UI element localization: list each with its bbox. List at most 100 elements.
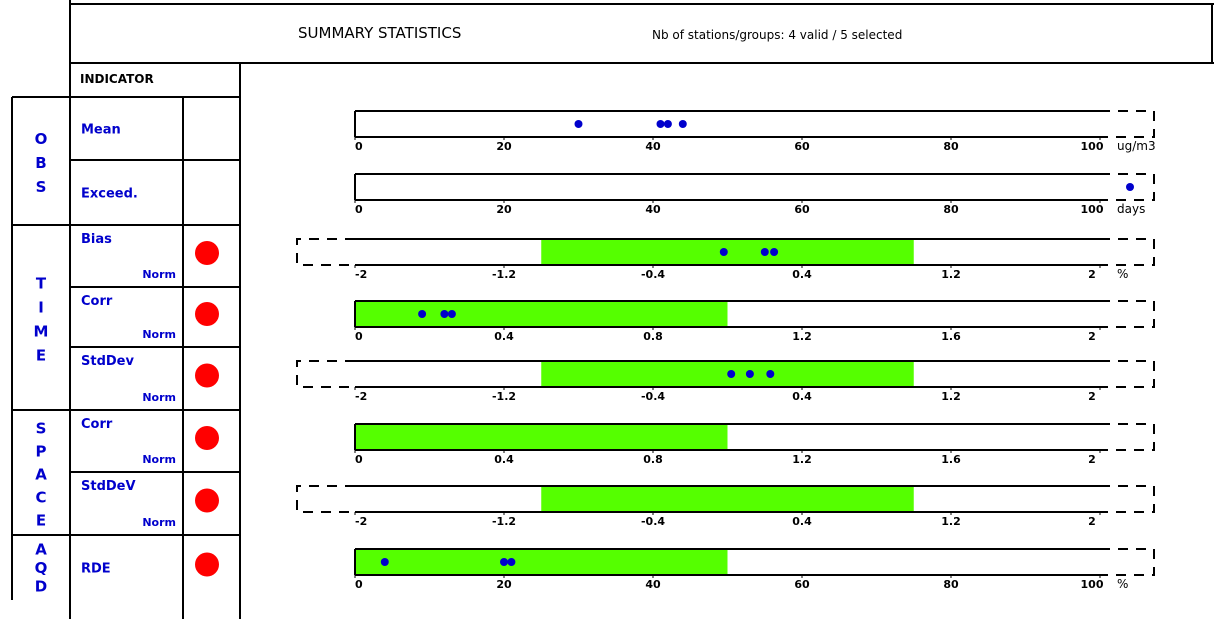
indicator-name: Exceed. [81, 187, 138, 202]
out-of-range-left [296, 485, 355, 513]
tick-label: 0 [355, 140, 363, 153]
data-point [656, 120, 665, 128]
table-grid [11, 0, 1214, 619]
tick-label: -0.4 [641, 268, 665, 281]
tick-label: 60 [794, 140, 810, 153]
tick-label: 0.4 [792, 515, 812, 528]
out-of-range-left [296, 360, 355, 388]
indicator-row: StdDev Norm -2 -1.2 -0.4 0.4 1.2 2 [81, 354, 1155, 404]
tick-label: 0 [355, 578, 363, 591]
tick-label: 100 [1081, 578, 1104, 591]
tick-label: 40 [645, 140, 661, 153]
tick-label: 20 [496, 140, 512, 153]
out-of-range-left [296, 238, 355, 266]
out-of-range-right [1100, 485, 1155, 513]
data-point [440, 310, 449, 318]
axis-unit: % [1117, 577, 1128, 591]
indicator-norm: Norm [142, 268, 176, 281]
out-of-range-right [1100, 173, 1155, 201]
tick-label: 60 [794, 203, 810, 216]
out-of-range-right [1100, 360, 1155, 388]
out-of-range-right [1100, 238, 1155, 266]
tick-label: 100 [1081, 203, 1104, 216]
data-point [447, 310, 456, 318]
tick-label: 0.4 [494, 453, 514, 466]
tick-label: -2 [355, 390, 367, 403]
data-point [507, 558, 516, 566]
data-point [574, 120, 583, 128]
target-zone [355, 549, 728, 575]
tick-label: 0.4 [494, 330, 514, 343]
tick-label: 2 [1088, 330, 1096, 343]
tick-label: -0.4 [641, 515, 665, 528]
tick-label: 0 [355, 203, 363, 216]
axis-unit: ug/m3 [1117, 139, 1156, 153]
data-point [678, 120, 687, 128]
tick-label: 0 [355, 330, 363, 343]
tick-label: 80 [943, 578, 959, 591]
indicator-name: RDE [81, 562, 111, 577]
indicator-row: Bias Norm -2 -1.2 -0.4 0.4 1.2 2% [81, 232, 1155, 281]
tick-label: 0.4 [792, 268, 812, 281]
indicator-name: Bias [81, 232, 112, 247]
tick-label: -2 [355, 268, 367, 281]
indicator-name: Corr [81, 294, 113, 309]
tick-label: -0.4 [641, 390, 665, 403]
indicator-row: Corr Norm 0 0.4 0.8 1.2 1.6 2 [81, 417, 1155, 466]
indicator-norm: Norm [142, 328, 176, 341]
tick-label: 0.8 [643, 330, 663, 343]
tick-label: 1.2 [792, 453, 812, 466]
out-of-range-right [1100, 423, 1155, 451]
indicator-name: Mean [81, 123, 121, 138]
tick-label: 2 [1088, 268, 1096, 281]
status-indicator [195, 552, 219, 577]
tick-label: 100 [1081, 140, 1104, 153]
target-zone [541, 486, 914, 512]
tick-label: 0 [355, 453, 363, 466]
tick-label: 1.6 [941, 330, 961, 343]
target-zone [355, 301, 728, 327]
indicator-row: Exceed. 0 20 40 60 80 100 days [81, 173, 1155, 216]
tick-label: 80 [943, 203, 959, 216]
status-indicator [195, 426, 219, 450]
out-of-range-right [1100, 110, 1155, 138]
indicator-row: Mean 0 20 40 60 80 100 ug/m3 [81, 110, 1156, 153]
tick-label: 80 [943, 140, 959, 153]
tick-label: 40 [645, 203, 661, 216]
tick-label: 40 [645, 578, 661, 591]
chart-title: SUMMARY STATISTICS [298, 24, 461, 42]
tick-label: -2 [355, 515, 367, 528]
data-point [719, 248, 728, 256]
section-labels: O B S T I M E S P A C E A Q D [34, 130, 49, 595]
stations-count: Nb of stations/groups: 4 valid / 5 selec… [652, 28, 902, 42]
tick-label: 0.4 [792, 390, 812, 403]
indicator-norm: Norm [142, 453, 176, 466]
tick-label: 2 [1088, 390, 1096, 403]
indicator-name: StdDeV [81, 479, 136, 494]
tick-label: -1.2 [492, 390, 516, 403]
axis-unit: % [1117, 267, 1128, 281]
tick-label: -1.2 [492, 268, 516, 281]
indicator-name: Corr [81, 417, 113, 432]
tick-label: 0.8 [643, 453, 663, 466]
data-point [766, 370, 775, 378]
indicator-row: RDE 0 20 40 60 80 100% [81, 548, 1155, 591]
tick-label: 2 [1088, 453, 1096, 466]
tick-label: 1.2 [941, 515, 961, 528]
data-point [745, 370, 754, 378]
tick-label: 1.6 [941, 453, 961, 466]
data-point [760, 248, 769, 256]
status-indicator [195, 363, 219, 388]
tick-label: 1.2 [941, 268, 961, 281]
indicator-row: Corr Norm 0 0.4 0.8 1.2 1.6 2 [81, 294, 1155, 343]
tick-label: 20 [496, 578, 512, 591]
status-indicator [195, 302, 219, 326]
data-point [380, 558, 389, 566]
out-of-range-right [1100, 300, 1155, 328]
data-point [1126, 183, 1134, 191]
